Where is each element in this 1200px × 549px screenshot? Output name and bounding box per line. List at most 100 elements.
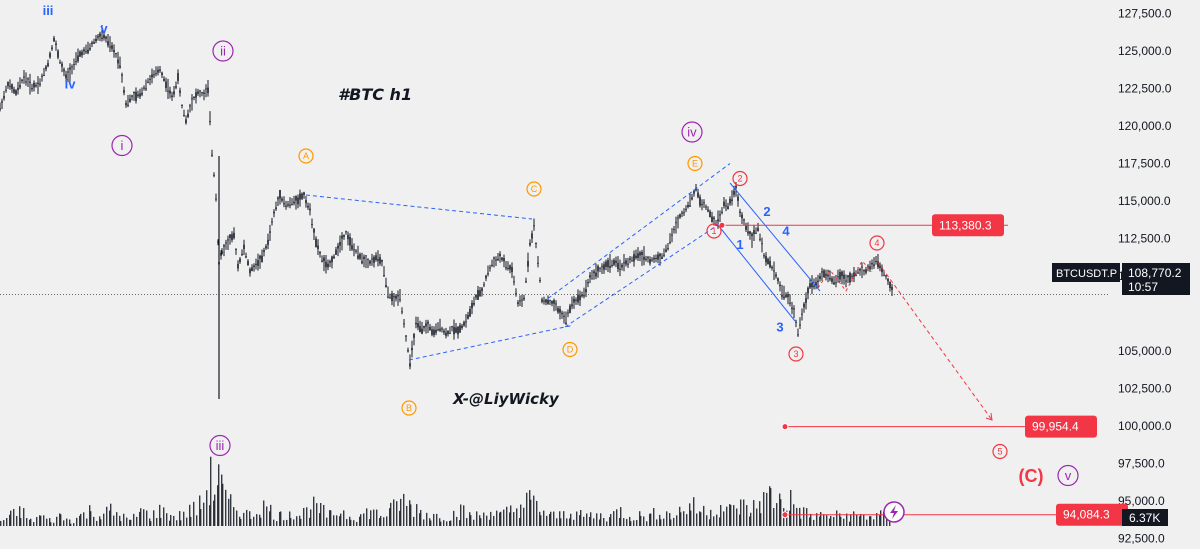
candle-body [339,242,341,246]
volume-bar [156,517,158,526]
volume-bar [266,506,268,526]
volume-bar [736,508,738,526]
volume-bar [206,490,208,526]
candle-body [397,294,399,297]
volume-bar [203,502,205,526]
candle-body [385,285,387,288]
candle-body [45,66,47,70]
candle-body [879,264,881,268]
volume-bar [756,508,758,526]
candle-body [725,205,727,207]
candle-body [89,47,91,50]
candle-body [229,234,231,238]
candle-body [171,95,173,98]
volume-bar [693,497,695,526]
candle-body [659,253,661,257]
candle-body [489,267,491,269]
candle-body [555,303,557,305]
candle-body [439,328,441,331]
candle-body [239,258,241,262]
volume-bar [859,516,861,526]
volume-bar [396,501,398,526]
y-tick-label: 105,000.0 [1118,344,1172,358]
candle-body [257,260,259,266]
candle-body [713,217,715,220]
candle-body [117,59,119,64]
candle-body [693,190,695,194]
volume-bar [803,507,805,526]
candle-body [199,90,201,92]
price-axis[interactable]: 127,500.0 125,000.0 122,500.0 120,000.0 117,… [1118,7,1172,546]
triangle-upper-line [305,194,533,220]
candle-body [843,274,845,279]
wave-label: B [401,400,417,416]
candle-body [529,242,531,246]
y-tick-label: 95,000.0 [1118,494,1165,508]
candle-body [5,89,7,91]
volume-bar [150,521,152,526]
volume-bar [850,514,852,526]
wave-label-text: v [100,21,108,36]
volume-bar [669,513,671,526]
candle-body [753,230,755,234]
price-tag[interactable]: 94,084.3 [1056,503,1128,526]
volume-bar [143,509,145,526]
candle-body [701,203,703,206]
volume-bar [876,513,878,526]
candle-body [665,249,667,252]
volume-bar [416,504,418,526]
volume-bar [849,521,851,526]
volume-bar [70,523,72,526]
candle-body [441,328,443,330]
candle-body [169,90,171,94]
candle-body [17,87,19,90]
volume-bar [221,474,223,526]
candle-body [59,62,61,64]
candle-body [213,174,215,176]
volume-bar [566,518,568,526]
candle-body [545,299,547,303]
price-tag[interactable]: 99,954.4 [1025,415,1097,438]
volume-bar [673,517,675,526]
lightning-icon[interactable] [883,501,905,523]
volume-bar [646,521,648,526]
price-tag[interactable]: 113,380.3 [932,214,1004,237]
candle-body [769,260,771,268]
volume-bar [660,519,662,526]
candle-body [771,266,773,269]
current-price-label: 108,770.2 [1128,266,1182,280]
candle-body [371,258,373,260]
candle-body [79,51,81,57]
volume-bar [263,500,265,526]
candle-body [33,82,35,88]
volume-bar [376,509,378,526]
candle-body [483,284,485,286]
level-anchor-dot[interactable] [781,423,789,431]
candle-body [699,196,701,206]
candle-body [801,313,803,315]
candle-body [735,186,737,188]
volume-bar [400,498,402,526]
volume-bar [826,515,828,526]
volume-bar [536,500,538,526]
candle-body [349,237,351,246]
candle-body [427,321,429,324]
volume-bar [579,515,581,526]
volume-value-label: 6.37K [1129,511,1160,525]
candle-body [793,308,795,310]
candle-body [167,90,169,92]
volume-bar [656,519,658,526]
volume-bar [809,517,811,526]
candle-body [571,304,573,307]
candle-body [623,262,625,264]
level-anchor-dot[interactable] [781,511,789,519]
candle-body [857,272,859,274]
volume-bar [620,507,622,526]
volume-bar [59,513,61,526]
volume-bar [323,504,325,526]
y-tick-label: 127,500.0 [1118,7,1172,21]
y-tick-label: 125,000.0 [1118,44,1172,58]
volume-bar [390,502,392,526]
volume-bar [699,511,701,526]
